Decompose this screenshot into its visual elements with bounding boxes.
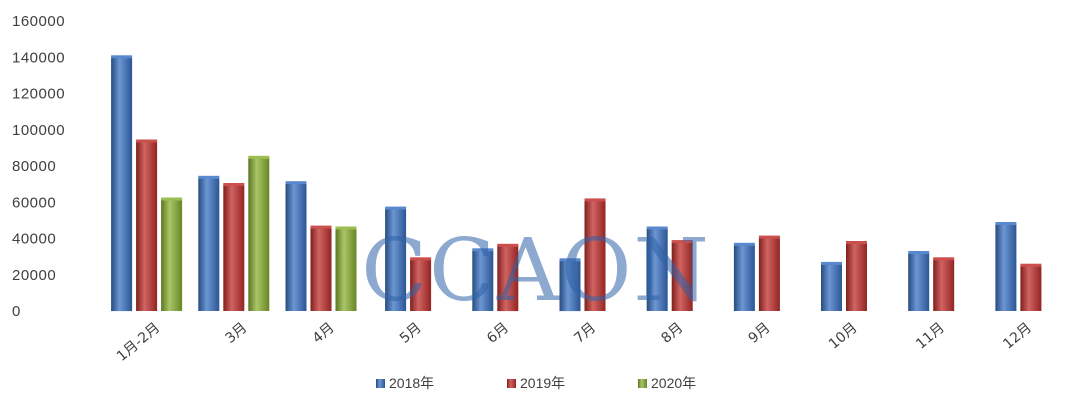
bar-2019年-8月 — [671, 242, 693, 311]
bar-2019年-1月-2月 — [136, 141, 158, 311]
bar-2018年-1月-2月 — [111, 57, 133, 312]
bar-cap — [198, 175, 220, 179]
bar-cap — [908, 251, 930, 254]
x-tick-label: 12月 — [1000, 320, 1035, 353]
bar-cap — [223, 183, 245, 186]
bar-2019年-9月 — [758, 237, 780, 311]
bar-cap — [995, 222, 1017, 225]
bar-cap — [161, 197, 183, 201]
x-axis: 1月-2月 3月 4月 5月 6月 7月 8月 9月 10月 11月 12月 — [114, 320, 1035, 365]
legend-swatch — [376, 379, 385, 388]
x-tick-label: 4月 — [310, 320, 338, 347]
y-tick-label: 0 — [12, 303, 21, 320]
bar-2018年-4月 — [285, 183, 307, 311]
x-tick-label: 1月-2月 — [114, 320, 163, 365]
legend-label: 2018年 — [389, 375, 434, 391]
bar-2018年-6月 — [472, 250, 494, 311]
bar-2018年-5月 — [385, 208, 407, 311]
y-tick-label: 20000 — [12, 267, 56, 284]
legend: 2018年 2019年 2020年 — [376, 375, 696, 391]
x-tick-label: 10月 — [826, 320, 861, 353]
bar-2019年-4月 — [310, 227, 332, 311]
y-axis: 0 20000 40000 60000 80000 100000 120000 140000 1… — [12, 13, 65, 320]
bar-2018年-10月 — [821, 263, 842, 311]
y-tick-label: 160000 — [12, 13, 65, 30]
bar-cap — [497, 243, 519, 247]
bar-cap — [248, 155, 270, 159]
bar-cap — [410, 257, 432, 261]
bar-2019年-10月 — [846, 243, 867, 311]
legend-swatch — [507, 379, 516, 388]
bar-2018年-8月 — [646, 228, 668, 311]
bar-cap — [385, 206, 407, 210]
bar-cap — [111, 55, 133, 59]
bar-2019年-12月 — [1020, 265, 1042, 311]
bar-cap — [821, 261, 842, 265]
x-tick-label: 6月 — [484, 320, 512, 347]
bars-group — [111, 55, 1042, 312]
bar-cap — [646, 226, 668, 230]
bar-cap — [136, 139, 158, 143]
x-tick-label: 11月 — [913, 320, 948, 353]
bar-cap — [559, 258, 581, 262]
x-tick-label: 7月 — [571, 320, 599, 347]
legend-label: 2019年 — [520, 375, 565, 391]
x-tick-label: 3月 — [223, 320, 251, 347]
bar-2019年-5月 — [410, 259, 432, 311]
bar-cap — [846, 241, 867, 244]
y-tick-label: 100000 — [12, 122, 65, 139]
bar-2019年-11月 — [933, 259, 955, 311]
bar-2020年-4月 — [335, 228, 357, 311]
y-tick-label: 40000 — [12, 231, 56, 248]
legend-swatch — [638, 379, 647, 388]
x-tick-label: 9月 — [746, 320, 774, 347]
watermark-text: CCAON — [361, 221, 710, 321]
bar-cap — [933, 257, 955, 261]
bar-cap — [733, 242, 755, 246]
y-tick-label: 120000 — [12, 86, 65, 103]
y-tick-label: 140000 — [12, 49, 65, 66]
bar-2019年-3月 — [223, 185, 245, 311]
bar-2020年-3月 — [248, 157, 270, 311]
bar-2018年-11月 — [908, 253, 930, 311]
bar-cap — [310, 225, 332, 229]
bar-2020年-1月-2月 — [161, 199, 183, 311]
x-tick-label: 8月 — [658, 320, 686, 347]
legend-label: 2020年 — [651, 375, 696, 391]
y-tick-label: 60000 — [12, 194, 56, 211]
y-tick-label: 80000 — [12, 158, 56, 175]
bar-2018年-12月 — [995, 224, 1017, 311]
bar-2019年-7月 — [584, 200, 606, 311]
bar-2018年-9月 — [733, 244, 755, 311]
bar-cap — [584, 198, 606, 202]
bar-cap — [1020, 263, 1042, 267]
x-tick-label: 5月 — [397, 320, 425, 347]
bar-2018年-7月 — [559, 260, 581, 312]
bar-cap — [472, 248, 494, 252]
bar-2019年-6月 — [497, 245, 519, 312]
bar-cap — [335, 226, 357, 230]
bar-cap — [758, 235, 780, 239]
bar-cap — [285, 181, 307, 185]
bar-cap — [671, 240, 693, 244]
bar-2018年-3月 — [198, 177, 220, 311]
